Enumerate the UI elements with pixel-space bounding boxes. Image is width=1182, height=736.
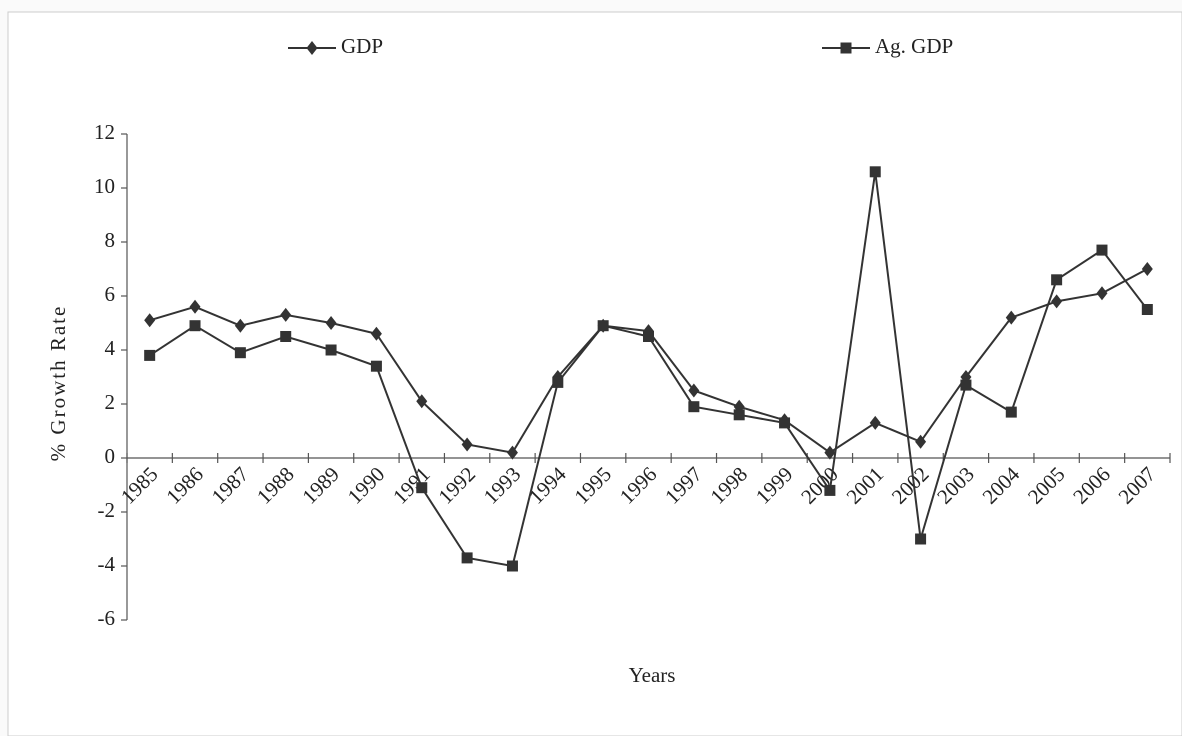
data-point <box>1005 406 1017 418</box>
data-point <box>370 326 382 341</box>
data-point <box>688 383 700 398</box>
data-point <box>1141 304 1153 315</box>
data-point <box>733 409 745 421</box>
legend-marker <box>840 42 852 54</box>
data-point <box>189 299 201 314</box>
data-point <box>960 379 972 391</box>
y-tick-label: -4 <box>98 552 116 576</box>
data-point <box>325 316 337 330</box>
data-point <box>280 331 292 342</box>
data-point <box>280 307 292 322</box>
data-point <box>144 349 156 361</box>
data-point <box>1096 286 1108 301</box>
legend-label: GDP <box>341 34 383 58</box>
data-point <box>234 318 246 333</box>
data-point <box>869 415 881 430</box>
data-point <box>869 166 881 178</box>
data-point <box>824 484 836 496</box>
data-point <box>506 445 518 460</box>
data-point <box>915 434 927 449</box>
data-point <box>643 331 654 342</box>
y-tick-label: 0 <box>105 444 116 468</box>
data-point <box>1051 274 1063 286</box>
data-point <box>688 401 700 413</box>
y-tick-label: -2 <box>98 498 116 522</box>
data-point <box>370 360 382 372</box>
data-point <box>597 320 609 332</box>
data-point <box>461 552 473 564</box>
data-point <box>506 560 518 572</box>
y-tick-label: 12 <box>94 120 115 144</box>
data-point <box>461 437 473 452</box>
data-point <box>325 344 337 356</box>
legend-marker <box>306 41 318 55</box>
data-point <box>234 347 246 359</box>
data-point <box>779 417 791 429</box>
data-point <box>1005 310 1017 325</box>
data-point <box>915 533 927 545</box>
data-point <box>552 376 564 388</box>
x-axis-title: Years <box>629 663 676 687</box>
data-point <box>1096 244 1108 256</box>
data-point <box>416 394 428 409</box>
y-axis-title: % Growth Rate <box>46 305 70 462</box>
data-point <box>824 445 836 460</box>
y-tick-label: 4 <box>105 336 116 360</box>
y-tick-label: 8 <box>105 228 116 252</box>
y-tick-label: 2 <box>105 390 116 414</box>
data-point <box>1051 294 1063 309</box>
frame <box>7 11 1182 736</box>
legend-label: Ag. GDP <box>875 34 953 58</box>
data-point <box>144 313 156 328</box>
y-tick-label: 10 <box>94 174 115 198</box>
legend: GDP Ag. GDP <box>288 34 953 58</box>
data-point <box>189 320 201 332</box>
y-tick-label: -6 <box>98 606 116 630</box>
data-point <box>416 482 428 494</box>
data-point <box>1141 262 1153 276</box>
y-tick-label: 6 <box>105 282 116 306</box>
